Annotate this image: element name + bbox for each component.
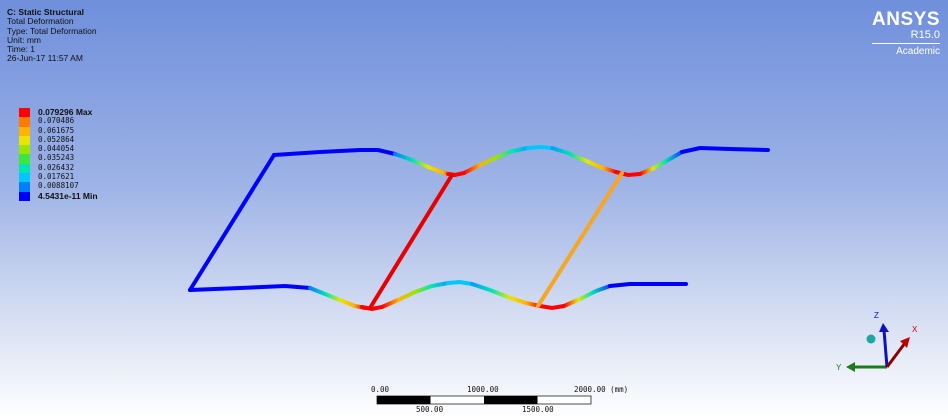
legend-value-label: 0.0088107: [38, 181, 79, 191]
legend-value-label: 0.061675: [38, 125, 75, 135]
triad-z-label: Z: [874, 311, 879, 320]
scale-label-500: 500.00: [416, 405, 444, 414]
logo-edition: Academic: [872, 43, 940, 57]
legend-color-swatch: [19, 173, 30, 183]
legend-value-label: 4.5431e-11 Min: [38, 190, 98, 201]
lower-beam-red-trough-1: [360, 305, 384, 312]
legend-color-swatch: [19, 108, 30, 118]
legend-value-label: 0.035243: [38, 153, 75, 163]
legend-color-swatch: [19, 145, 30, 155]
lower-beam-blue-left: [188, 284, 312, 292]
date-label: 26-Jun-17 11:57 AM: [7, 53, 83, 64]
legend-color-swatch: [19, 163, 30, 174]
scale-label-2000: 2000.00 (mm): [574, 385, 628, 394]
upper-beam-gradient-3: [550, 146, 618, 174]
triad-y-arrowhead: [846, 362, 855, 372]
lower-beam-gradient-2: [380, 281, 450, 309]
upper-beam-blue-right: [680, 146, 770, 154]
legend-color-swatch: [19, 154, 30, 164]
upper-beam-blue-left: [272, 148, 397, 157]
ansys-logo: ANSYS R15.0 Academic: [872, 10, 940, 57]
legend-color-swatch: [19, 182, 30, 192]
lower-beam-gradient-3: [470, 282, 542, 308]
upper-beam-cyan-crest: [526, 144, 554, 150]
analysis-system-label: C: Static Structural: [7, 7, 84, 17]
result-info: C: Static Structural Total Deformation T…: [7, 7, 97, 64]
logo-brand: ANSYS: [872, 9, 940, 30]
legend-value-label: 0.044054: [38, 144, 75, 154]
scale-label-0: 0.00: [371, 385, 390, 394]
scale-bar-black-segment-2: [484, 396, 538, 404]
scale-label-1000: 1000.00: [467, 385, 499, 394]
result-type-label: Type: Total Deformation: [7, 25, 97, 36]
lower-beam-blue-right: [608, 282, 688, 288]
legend-color-swatch: [19, 126, 30, 136]
scale-bar-black-segment-1: [377, 396, 431, 404]
unit-label: Unit: mm: [7, 34, 41, 45]
legend-color-swatch: [19, 117, 30, 127]
logo-version: R15.0: [910, 29, 940, 41]
triad-x-label: X: [912, 325, 918, 334]
time-label: Time: 1: [7, 44, 36, 55]
scale-label-1500: 1500.00: [522, 405, 554, 414]
legend-value-label: 0.079296 Max: [38, 107, 93, 117]
legend-value-label: 0.017621: [38, 172, 75, 182]
triad-y-label: Y: [836, 363, 842, 372]
right-diagonal-member: [536, 171, 624, 308]
legend-value-label: 0.052864: [38, 134, 75, 144]
triad-x-axis: [885, 342, 907, 368]
triad-origin-sphere: [866, 334, 876, 344]
legend-color-swatch: [19, 135, 30, 146]
left-diagonal-member: [188, 153, 276, 292]
legend-color-swatch: [19, 191, 30, 201]
lower-beam-gradient-4: [562, 284, 612, 308]
result-name-label: Total Deformation: [7, 16, 74, 27]
middle-diagonal-member: [368, 173, 454, 310]
upper-beam-gradient-2: [462, 146, 530, 175]
legend-value-label: 0.026432: [38, 162, 75, 172]
legend-value-label: 0.070486: [38, 116, 75, 126]
triad-z-axis: [882, 329, 889, 368]
triad-x-arrowhead: [900, 337, 910, 348]
lower-beam-cyan-crest: [446, 279, 474, 286]
lower-beam-red-trough-2: [538, 304, 566, 311]
lower-beam-gradient-1: [308, 286, 367, 310]
upper-beam-gradient-4: [638, 150, 684, 176]
triad-z-arrowhead: [879, 323, 889, 332]
